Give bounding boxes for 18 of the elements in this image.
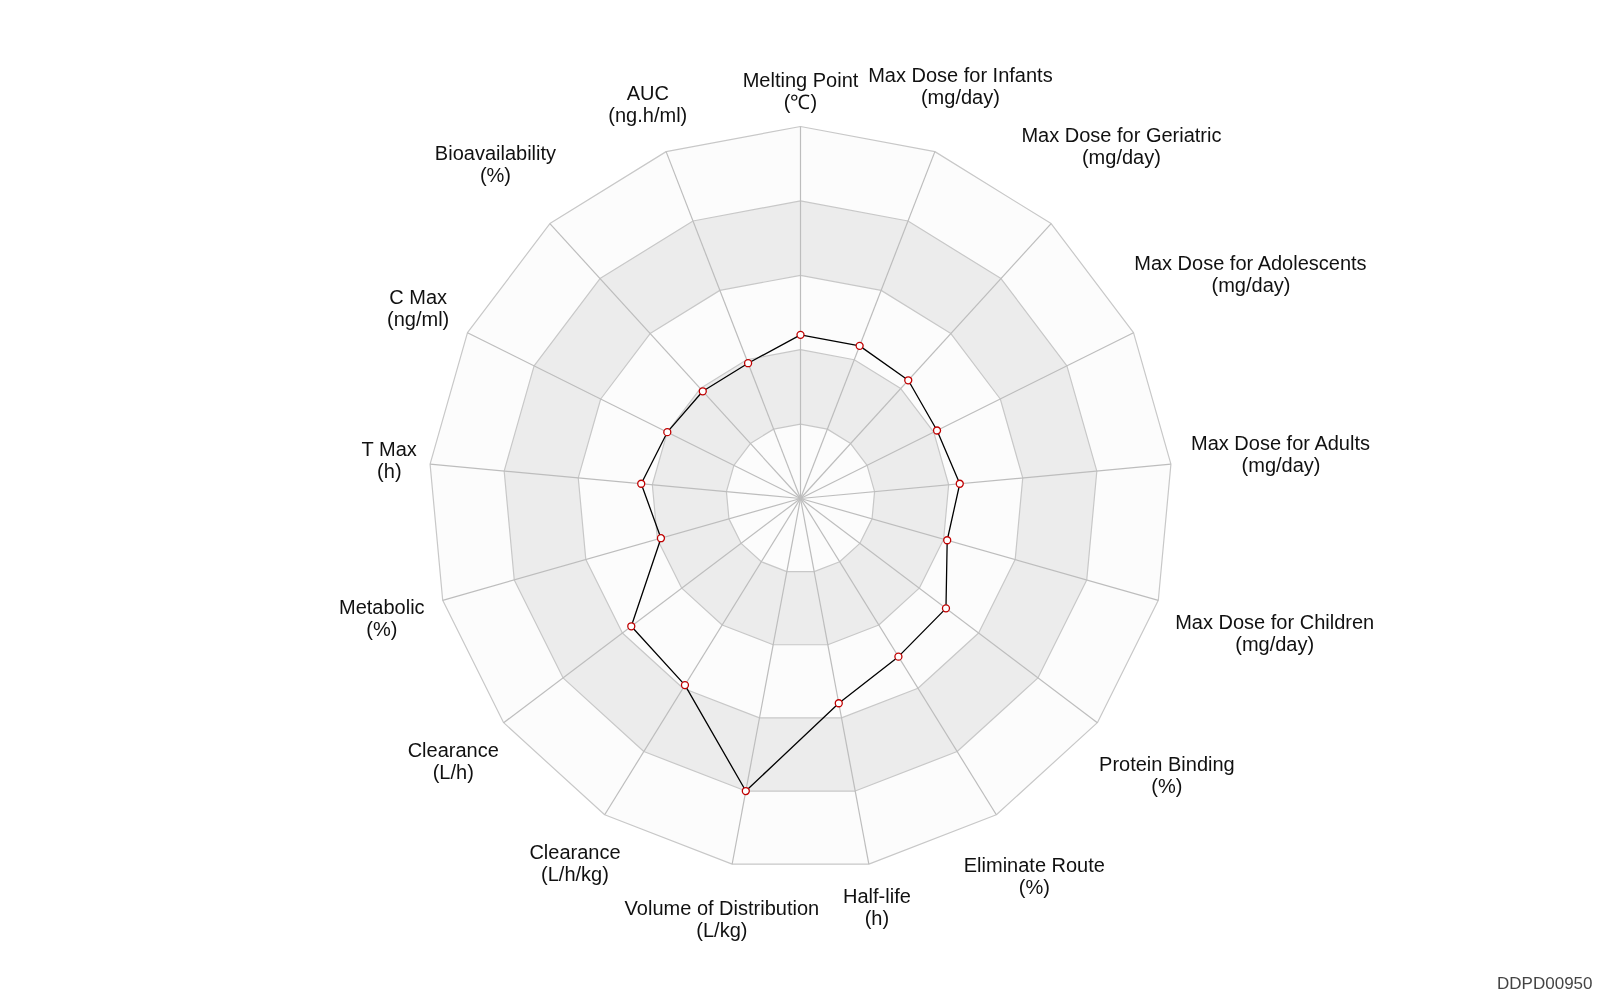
text: DDPD00950 [1497,973,1593,993]
spoke-label: Max Dose for Infants (mg/day) [868,63,1053,108]
spoke-label: Melting Point (℃) [742,68,859,113]
spoke-label: Volume of Distribution (L/kg) [624,897,820,942]
spoke-label: Metabolic (%) [339,595,425,640]
spoke-label: T Max (h) [361,438,417,483]
spoke-label: Clearance (L/h/kg) [529,840,621,885]
spoke-label: Half-life (h) [843,885,911,930]
spoke-label: Protein Binding (%) [1099,753,1235,798]
spoke-label: Max Dose for Geriatric (mg/day) [1021,124,1222,169]
spoke-label: C Max (ng/ml) [387,286,450,331]
spoke-label: Max Dose for Adults (mg/day) [1191,431,1370,476]
spoke-label: Bioavailability (%) [434,141,557,186]
spoke-label: Clearance (L/h) [407,738,499,783]
spoke-label: AUC (ng.h/ml) [608,82,688,127]
spoke-label: Max Dose for Children (mg/day) [1175,611,1375,656]
spoke-label: Eliminate Route (%) [963,854,1105,899]
spoke-label: Max Dose for Adolescents (mg/day) [1134,252,1367,297]
